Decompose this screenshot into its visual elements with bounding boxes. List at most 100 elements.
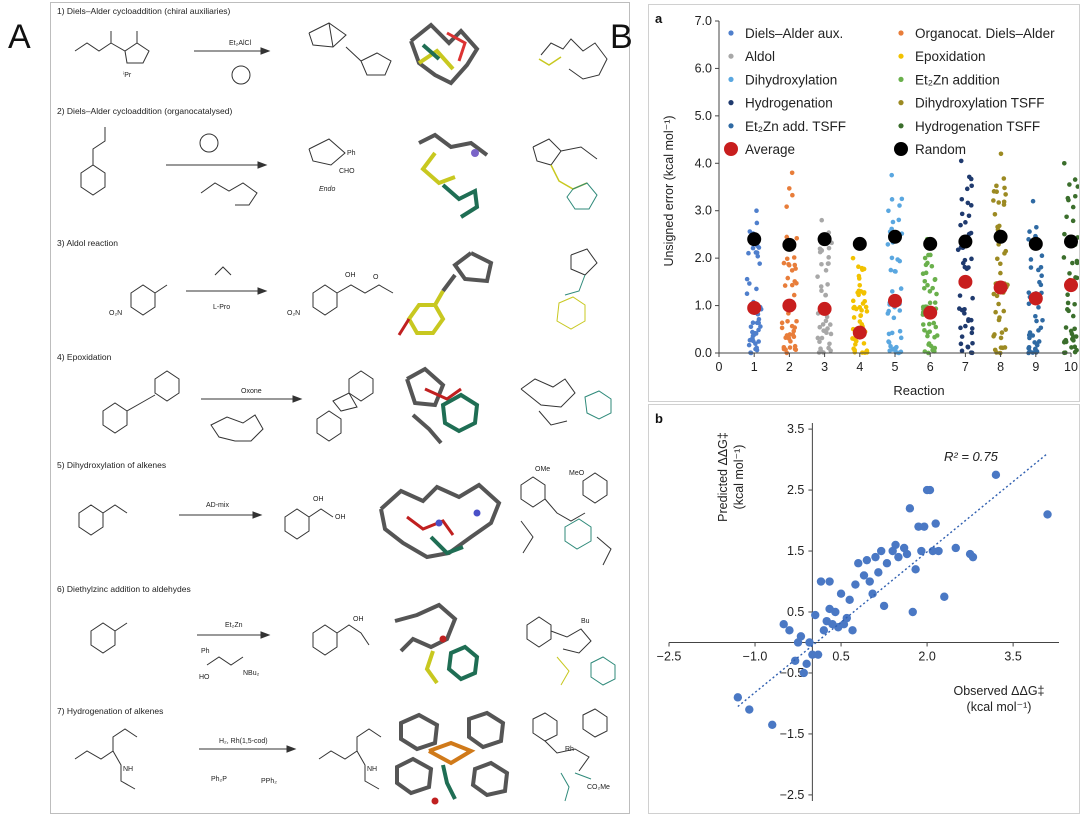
y-tick-label: 3.5: [787, 422, 804, 436]
data-point: [999, 330, 1005, 335]
legend-label: Epoxidation: [915, 49, 986, 64]
data-point: [1034, 224, 1039, 230]
chart-b: b −2.5 −1.0 0.5 2.0 3.5 3.5 2.5 1.5 0.5 −0.5 −1.5 −…: [655, 411, 1059, 802]
x-tick-label: 10: [1064, 360, 1078, 374]
data-point: [965, 549, 975, 559]
data-point: [871, 552, 880, 562]
data-point: [850, 298, 856, 304]
data-point: [825, 326, 830, 331]
data-point: [927, 289, 933, 294]
y-tick-label: 2.5: [787, 483, 804, 497]
data-point: [827, 322, 833, 327]
group-label: NH: [123, 766, 133, 773]
data-point: [1074, 275, 1080, 281]
data-point: [862, 298, 868, 304]
data-point: [897, 308, 903, 313]
data-point: [823, 318, 829, 324]
data-point: [861, 341, 867, 346]
data-point: [899, 196, 905, 202]
data-point: [857, 282, 863, 288]
x-tick-label: −1.0: [743, 649, 768, 663]
data-point: [851, 315, 857, 320]
data-point: [994, 293, 1000, 299]
panel-a-letter: A: [8, 18, 31, 56]
3d-model: [418, 132, 489, 219]
data-point: [959, 348, 965, 354]
reaction-4-scheme: Oxone: [102, 366, 612, 445]
data-point: [853, 338, 859, 344]
data-point: [925, 260, 930, 266]
x-tick-label: 9: [1032, 360, 1039, 374]
data-point: [959, 196, 965, 202]
data-point: [991, 470, 1001, 480]
data-point: [792, 262, 798, 268]
data-point: [896, 217, 902, 223]
reaction-2-scheme: Ph CHO Endo: [80, 127, 598, 219]
data-point: [1061, 160, 1067, 166]
data-point: [791, 292, 797, 298]
data-point: [786, 186, 792, 191]
data-point: [930, 285, 935, 291]
legend-label: Hydrogenation: [745, 96, 833, 111]
data-point: [994, 350, 999, 355]
data-point: [750, 245, 756, 251]
reaction-7: 7) Hydrogenation of alkenes H₂, Rh(1,5-c…: [51, 703, 629, 813]
data-point: [745, 705, 754, 714]
data-point: [897, 258, 903, 264]
y-tick-label: 3.0: [695, 204, 712, 218]
data-point: [1065, 300, 1071, 306]
y-tick-label: 1.0: [695, 299, 712, 313]
data-point: [822, 616, 831, 626]
data-point: [744, 276, 750, 282]
data-point: [787, 345, 793, 350]
data-point: [921, 285, 927, 291]
x-tick-label: 1: [751, 360, 758, 374]
data-point: [754, 345, 759, 351]
data-point: [966, 265, 971, 270]
data-point: [817, 324, 823, 330]
data-point: [889, 255, 895, 261]
legend-swatch: [728, 76, 734, 82]
data-point: [1001, 308, 1007, 314]
data-point: [823, 268, 829, 273]
data-point: [1070, 260, 1075, 266]
data-point: [747, 281, 752, 286]
data-point: [894, 344, 899, 350]
data-point: [782, 283, 788, 288]
data-point: [785, 275, 791, 281]
reaction-3-scheme: O₂N O₂N OH O L-Pro: [109, 248, 598, 336]
reaction-1: 1) Diels–Alder cycloaddition (chiral aux…: [51, 3, 629, 101]
data-point: [958, 341, 964, 347]
data-point: [863, 304, 869, 310]
data-point: [857, 305, 863, 310]
data-point: [1003, 192, 1008, 197]
data-point: [998, 270, 1003, 276]
substituent-label: ⁱPr: [123, 71, 132, 79]
data-point: [1028, 265, 1034, 270]
data-point: [970, 295, 975, 301]
group-label: OH: [345, 272, 356, 279]
x-tick-label: 4: [856, 360, 863, 374]
legend-swatch: [898, 123, 904, 129]
data-point: [1071, 338, 1076, 343]
legend-label: Average: [745, 142, 795, 157]
fit-line: [737, 452, 1048, 708]
data-point: [922, 255, 928, 261]
r-squared-annotation: R² = 0.75: [944, 449, 999, 464]
data-point: [824, 330, 829, 335]
y-tick-label: 1.5: [787, 544, 804, 558]
data-point: [819, 335, 825, 341]
data-point: [898, 335, 904, 341]
data-point: [991, 198, 996, 203]
data-point: [733, 693, 743, 702]
data-point: [889, 172, 895, 178]
x-tick-label: −2.5: [657, 649, 682, 663]
data-point: [791, 255, 797, 260]
legend-label: Dihydroxylation TSFF: [915, 96, 1045, 111]
data-point: [897, 328, 903, 334]
data-point: [991, 333, 996, 339]
data-point: [754, 286, 759, 292]
data-point: [959, 334, 965, 339]
data-point: [845, 595, 854, 605]
ts-diagram: [532, 138, 598, 210]
